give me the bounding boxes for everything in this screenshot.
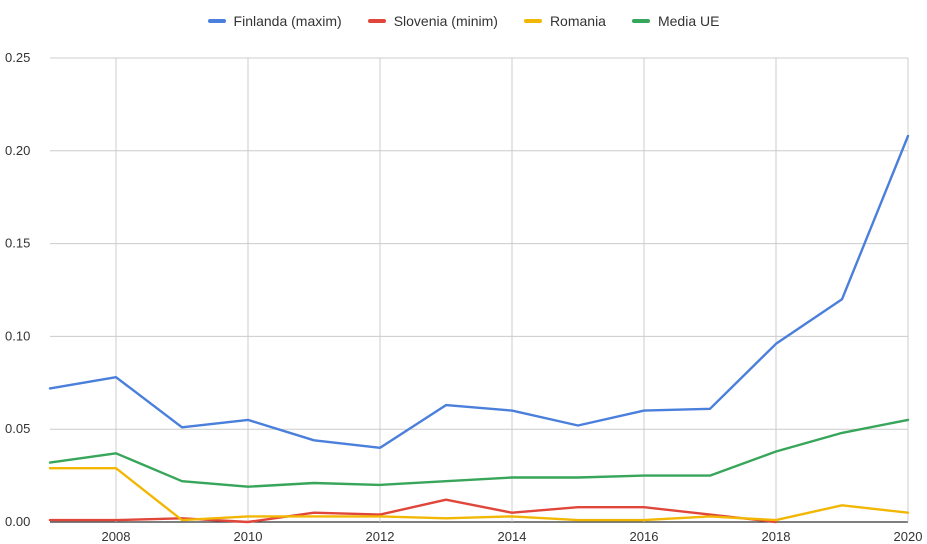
legend-label: Romania — [549, 13, 606, 29]
legend-label: Slovenia (minim) — [393, 13, 498, 29]
x-tick-label: 2010 — [234, 529, 263, 544]
legend-label: Finlanda (maxim) — [233, 13, 342, 29]
x-tick-label: 2008 — [102, 529, 131, 544]
x-tick-label: 2020 — [894, 529, 923, 544]
legend-swatch — [207, 19, 226, 23]
series-line — [48, 418, 910, 488]
legend-item: Romania — [523, 13, 606, 29]
x-tick-label: 2012 — [366, 529, 395, 544]
series-line — [48, 134, 910, 449]
y-tick-label: 0.25 — [5, 50, 30, 65]
legend-item: Media UE — [631, 13, 720, 29]
x-tick-label: 2018 — [762, 529, 791, 544]
x-tick-label: 2014 — [498, 529, 527, 544]
legend-swatch — [367, 19, 386, 23]
x-tick-label: 2016 — [630, 529, 659, 544]
y-tick-label: 0.00 — [5, 514, 30, 529]
y-tick-label: 0.05 — [5, 421, 30, 436]
legend-item: Finlanda (maxim) — [207, 13, 342, 29]
chart-legend: Finlanda (maxim) Slovenia (minim) Romania M… — [0, 10, 927, 32]
y-tick-label: 0.20 — [5, 143, 30, 158]
y-tick-label: 0.15 — [5, 236, 30, 251]
legend-item: Slovenia (minim) — [367, 13, 498, 29]
legend-label: Media UE — [657, 13, 720, 29]
series-line — [48, 467, 910, 522]
y-tick-label: 0.10 — [5, 328, 30, 343]
legend-swatch — [631, 19, 650, 23]
legend-swatch — [523, 19, 542, 23]
series-line — [48, 498, 778, 524]
